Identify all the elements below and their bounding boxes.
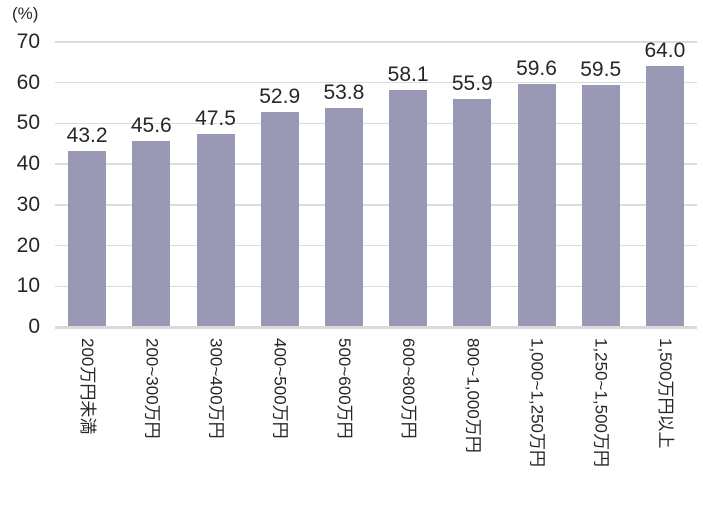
bar: [132, 141, 171, 327]
gridline: [55, 41, 697, 43]
bar: [260, 111, 299, 327]
x-axis-category-label: 1,000~1,250万円: [527, 338, 547, 468]
bar-value-label: 52.9: [259, 84, 301, 108]
y-axis-tick-label: 70: [16, 30, 40, 53]
bar-value-label: 53.8: [323, 80, 365, 104]
x-axis-category-label: 200万円未満: [78, 338, 98, 435]
x-axis-category-label: 500~600万円: [334, 338, 354, 439]
gridline: [55, 204, 697, 206]
bar-value-label: 55.9: [451, 72, 493, 96]
y-axis-tick-label: 20: [16, 233, 40, 257]
x-axis-category-label: 600~800万円: [399, 338, 419, 439]
y-axis-tick-label: 0: [28, 315, 40, 338]
bar-value-label: 47.5: [195, 106, 236, 130]
x-axis-category-label: 1,500万円以上: [655, 338, 675, 449]
y-axis-tick-label: 60: [16, 70, 40, 94]
x-axis-category-label: 200~300万円: [142, 338, 162, 439]
bar: [517, 84, 556, 327]
bar: [581, 84, 620, 327]
bar: [196, 133, 235, 327]
bar: [645, 66, 684, 327]
y-axis-tick-label: 30: [16, 192, 40, 216]
bar: [389, 90, 428, 327]
bar-value-label: 59.5: [580, 57, 622, 81]
bar-value-label: 59.6: [516, 57, 557, 81]
y-axis-tick-label: 50: [16, 111, 40, 135]
gridline: [55, 82, 697, 84]
bar: [324, 107, 363, 327]
gridline: [55, 285, 697, 287]
x-axis-category-label: 800~1,000万円: [463, 338, 483, 453]
x-axis-category-label: 300~400万円: [206, 338, 226, 439]
gridline: [55, 122, 697, 125]
bar-value-label: 64.0: [644, 39, 686, 63]
bar-value-label: 58.1: [387, 63, 429, 87]
y-axis-tick-label: 10: [16, 274, 40, 298]
x-axis-category-label: 1,250~1,500万円: [591, 338, 611, 468]
bar: [68, 151, 107, 327]
gridline: [55, 163, 697, 165]
x-axis-line: [55, 325, 697, 329]
bar: [453, 99, 492, 327]
y-axis-tick-label: 40: [16, 152, 40, 176]
y-axis-unit-label: (%): [12, 4, 39, 23]
x-axis-category-label: 400~500万円: [270, 338, 290, 439]
bar-value-label: 45.6: [130, 114, 172, 138]
bar-value-label: 43.2: [66, 124, 108, 148]
gridline: [55, 244, 697, 247]
